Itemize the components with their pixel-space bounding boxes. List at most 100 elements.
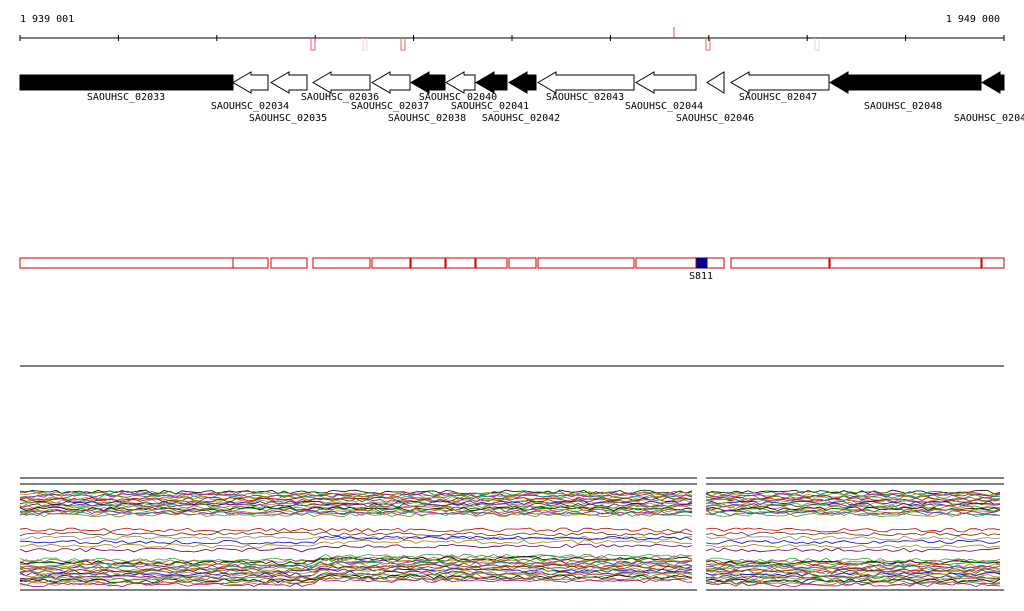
coverage-line (705, 571, 1001, 577)
coverage-line (19, 577, 693, 586)
coverage-line (705, 496, 1001, 502)
gene-label: SAOUHSC_02047 (739, 92, 817, 103)
gene-box (537, 257, 635, 269)
coverage-line (705, 578, 1001, 584)
gene (829, 71, 982, 94)
coverage-line (705, 535, 1001, 541)
gene (445, 71, 476, 94)
gene-label: SAOUHSC_02048 (864, 101, 942, 112)
ruler-start: 1 939 001 (20, 14, 74, 25)
gene-label: SAOUHSC_02046 (676, 113, 754, 124)
gene-box (730, 257, 830, 269)
coverage-line (705, 527, 1001, 533)
coverage-line (19, 543, 693, 553)
coverage-line (705, 566, 1001, 572)
coverage-line (19, 507, 693, 513)
gene-label: SAOUHSC_02033 (87, 92, 165, 103)
coverage-line (19, 539, 693, 549)
coverage-line (19, 566, 693, 576)
coverage-line (19, 489, 693, 495)
gene-label: SAOUHSC_02035 (249, 113, 327, 124)
coverage-line (705, 490, 1001, 496)
gene (475, 71, 508, 94)
gene-box (232, 257, 269, 269)
coverage-line (705, 582, 1001, 588)
coverage-line (705, 531, 1001, 537)
coverage-line (705, 539, 1001, 545)
coverage-line (705, 498, 1001, 503)
feature-label: S811 (689, 271, 713, 282)
coverage-line (705, 570, 1001, 576)
gene (312, 71, 371, 94)
gene-box (829, 257, 982, 269)
ruler-feature (814, 38, 820, 51)
coverage-line (705, 547, 1001, 553)
coverage-line (705, 493, 1001, 499)
coverage-line (705, 568, 1001, 573)
gene-label: SAOUHSC_02036 (301, 92, 379, 103)
ruler-feature (362, 38, 368, 51)
gene (371, 71, 411, 94)
gene-box (312, 257, 371, 269)
coverage-line (19, 502, 693, 508)
feature-box (696, 257, 708, 269)
coverage-line (705, 501, 1001, 507)
gene (635, 71, 697, 94)
coverage-line (19, 560, 693, 569)
gene (537, 71, 635, 94)
gene-box (445, 257, 476, 269)
gene-box (270, 257, 308, 269)
gene-label: SAOUHSC_02041 (451, 101, 529, 112)
coverage-line (705, 505, 1001, 511)
gene (410, 71, 446, 94)
gene-box (981, 257, 1005, 269)
coverage-line (19, 506, 693, 512)
coverage-line (19, 563, 693, 573)
coverage-line (19, 554, 693, 564)
ruler-feature (705, 38, 711, 51)
gene (706, 71, 725, 94)
coverage-line (19, 491, 693, 497)
gene-label: SAOUHSC_02034 (211, 101, 289, 112)
gene-label: SAOUHSC_02042 (482, 113, 560, 124)
coverage-line (705, 573, 1001, 578)
coverage-line (19, 512, 693, 518)
gene-label: SAOUHSC_02043 (546, 92, 624, 103)
gene (270, 71, 308, 94)
gene-box (508, 257, 537, 269)
gene-box (475, 257, 508, 269)
coverage-line (19, 570, 693, 580)
gene (19, 74, 234, 91)
coverage-line (19, 578, 693, 588)
coverage-line (19, 558, 693, 568)
coverage-line (20, 562, 693, 572)
coverage-line (19, 573, 693, 582)
gene-label: SAOUHSC_02037 (351, 101, 429, 112)
coverage-line (19, 497, 693, 503)
coverage-line (705, 492, 1001, 497)
gene (730, 71, 830, 94)
coverage-line (705, 563, 1001, 568)
coverage-line (705, 574, 1001, 580)
gene-box (410, 257, 446, 269)
gene-box (371, 257, 411, 269)
gene-label: SAOUHSC_02040 (419, 92, 497, 103)
coverage-line (19, 531, 693, 537)
coverage-line (19, 535, 693, 545)
gene-label: SAOUHSC_0204 (954, 113, 1024, 124)
coverage-line (705, 500, 1001, 506)
ruler-feature (310, 38, 316, 51)
coverage-line (705, 512, 1001, 518)
ruler-feature (400, 38, 406, 51)
coverage-line (19, 490, 693, 496)
coverage-line (705, 494, 1001, 500)
gene (508, 71, 537, 94)
coverage-line (19, 499, 693, 504)
gene-box (706, 257, 725, 269)
gene (232, 71, 269, 94)
coverage-line (19, 527, 693, 533)
coverage-line (19, 569, 693, 578)
coverage-line (705, 565, 1001, 571)
ruler-end: 1 949 000 (946, 14, 1000, 25)
